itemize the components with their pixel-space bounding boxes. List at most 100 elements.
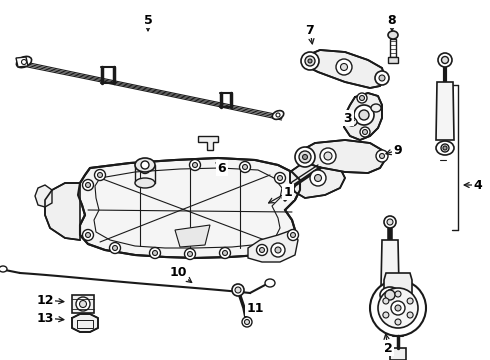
Polygon shape — [390, 39, 396, 57]
Circle shape — [113, 246, 118, 251]
Circle shape — [193, 162, 197, 167]
Circle shape — [363, 130, 368, 135]
Circle shape — [308, 59, 312, 63]
Circle shape — [152, 251, 157, 256]
Circle shape — [232, 284, 244, 296]
Circle shape — [370, 280, 426, 336]
Circle shape — [310, 170, 326, 186]
Text: 1: 1 — [284, 185, 293, 198]
Circle shape — [95, 170, 105, 180]
Polygon shape — [436, 82, 454, 140]
Circle shape — [395, 305, 401, 311]
Circle shape — [387, 219, 393, 225]
Circle shape — [385, 290, 395, 300]
Ellipse shape — [135, 178, 155, 188]
Circle shape — [379, 153, 385, 158]
Circle shape — [275, 247, 281, 253]
Text: 5: 5 — [144, 14, 152, 27]
Circle shape — [276, 113, 280, 117]
Circle shape — [140, 162, 150, 174]
Circle shape — [256, 244, 268, 256]
Text: 12: 12 — [36, 293, 54, 306]
Circle shape — [354, 105, 374, 125]
Ellipse shape — [347, 118, 357, 126]
Circle shape — [375, 71, 389, 85]
Circle shape — [320, 148, 336, 164]
Circle shape — [235, 287, 241, 293]
Text: 2: 2 — [384, 342, 392, 355]
Polygon shape — [390, 348, 406, 360]
Circle shape — [395, 319, 401, 325]
Text: 3: 3 — [343, 112, 352, 125]
Text: 9: 9 — [393, 144, 402, 157]
Circle shape — [391, 301, 405, 315]
Circle shape — [438, 53, 452, 67]
Circle shape — [82, 180, 94, 190]
Polygon shape — [175, 225, 210, 247]
Polygon shape — [35, 185, 52, 207]
Polygon shape — [388, 57, 398, 63]
Circle shape — [277, 176, 283, 180]
Polygon shape — [78, 158, 300, 258]
Ellipse shape — [371, 104, 381, 112]
Polygon shape — [198, 136, 218, 150]
Circle shape — [302, 154, 308, 159]
Circle shape — [243, 165, 247, 170]
Circle shape — [384, 216, 396, 228]
Text: 6: 6 — [218, 162, 226, 175]
Circle shape — [383, 298, 389, 304]
Polygon shape — [308, 50, 385, 88]
Circle shape — [336, 59, 352, 75]
Circle shape — [378, 288, 418, 328]
Polygon shape — [45, 183, 80, 240]
Circle shape — [109, 243, 121, 253]
Polygon shape — [16, 57, 28, 67]
Circle shape — [149, 248, 161, 258]
Ellipse shape — [265, 279, 275, 287]
Ellipse shape — [135, 158, 155, 172]
Circle shape — [188, 252, 193, 257]
Text: 4: 4 — [474, 179, 482, 192]
Polygon shape — [300, 140, 385, 173]
Text: 10: 10 — [169, 266, 187, 279]
Ellipse shape — [388, 31, 398, 39]
Circle shape — [185, 248, 196, 260]
Circle shape — [240, 162, 250, 172]
Circle shape — [441, 57, 448, 63]
Ellipse shape — [272, 111, 284, 120]
Circle shape — [295, 147, 315, 167]
Circle shape — [274, 172, 286, 184]
Polygon shape — [384, 273, 412, 293]
Circle shape — [82, 230, 94, 240]
Text: 8: 8 — [388, 14, 396, 27]
Circle shape — [341, 63, 347, 71]
Circle shape — [376, 150, 388, 162]
Polygon shape — [248, 230, 298, 262]
Circle shape — [271, 243, 285, 257]
Polygon shape — [290, 162, 345, 198]
Circle shape — [85, 233, 91, 238]
Circle shape — [383, 312, 389, 318]
Circle shape — [379, 75, 385, 81]
Circle shape — [98, 172, 102, 177]
Circle shape — [222, 251, 227, 256]
Polygon shape — [381, 240, 399, 287]
Circle shape — [143, 166, 147, 171]
Circle shape — [242, 317, 252, 327]
Circle shape — [305, 56, 315, 66]
Circle shape — [324, 152, 332, 160]
Circle shape — [220, 248, 230, 258]
Circle shape — [357, 93, 367, 103]
Circle shape — [291, 233, 295, 238]
Circle shape — [288, 230, 298, 240]
Polygon shape — [72, 314, 98, 332]
Circle shape — [22, 59, 26, 64]
Circle shape — [245, 320, 249, 324]
Circle shape — [407, 298, 413, 304]
Ellipse shape — [436, 141, 454, 155]
Circle shape — [360, 127, 370, 137]
Circle shape — [79, 301, 87, 307]
Circle shape — [395, 291, 401, 297]
Circle shape — [360, 95, 365, 100]
Polygon shape — [344, 93, 382, 140]
